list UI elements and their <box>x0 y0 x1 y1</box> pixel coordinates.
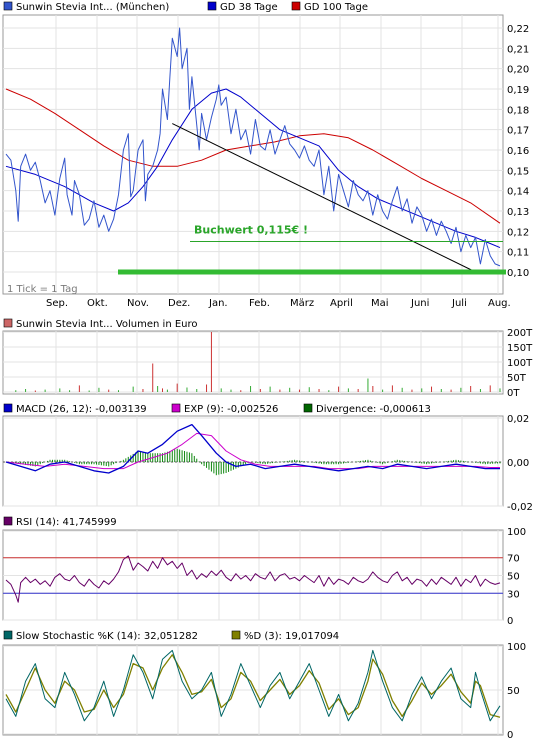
macd-y-tick-2: -0,02 <box>507 502 533 513</box>
price-x-tick-2: Nov. <box>127 298 149 309</box>
volume-y-tick-2: 100T <box>507 358 533 369</box>
legend-swatch-2 <box>303 403 313 413</box>
rsi-y-tick-4: 0 <box>507 616 513 627</box>
legend-swatch-2 <box>291 1 301 11</box>
price-line <box>5 27 501 267</box>
stoch-k-line <box>5 649 501 722</box>
legend-swatch-1 <box>207 1 217 11</box>
price-y-tick-2: 0,20 <box>507 65 529 76</box>
tick-footer: 1 Tick = 1 Tag <box>7 284 78 295</box>
stoch-y-tick-0: 100 <box>507 642 526 653</box>
price-y-tick-10: 0,12 <box>507 227 529 238</box>
price-y-tick-11: 0,11 <box>507 248 529 259</box>
legend-label-1: GD 38 Tage <box>220 2 278 13</box>
chart-labels: Sunwin Stevia Int... (München) GD 38 Tage… <box>3 1 533 741</box>
price-x-tick-4: Jan. <box>208 298 228 309</box>
price-y-tick-9: 0,13 <box>507 207 529 218</box>
gd100-line <box>5 88 501 224</box>
legend-label-0: Slow Stochastic %K (14): 32,051282 <box>16 631 198 642</box>
macd-y-tick-1: 0,00 <box>507 458 529 469</box>
macd-y-tick-0: 0,02 <box>507 414 529 425</box>
price-y-tick-8: 0,14 <box>507 187 529 198</box>
price-y-tick-3: 0,19 <box>507 85 529 96</box>
legend-label-0: Sunwin Stevia Int... Volumen in Euro <box>16 319 198 330</box>
legend-swatch-0 <box>3 403 13 413</box>
legend-label-2: GD 100 Tage <box>304 2 368 13</box>
price-x-tick-1: Okt. <box>87 298 108 309</box>
stoch-y-tick-1: 50 <box>507 686 520 697</box>
rsi-y-tick-3: 30 <box>507 589 520 600</box>
trend-line <box>172 123 476 273</box>
price-x-tick-7: April <box>330 298 353 309</box>
legend-label-1: %D (3): 19,017094 <box>244 631 339 642</box>
legend-label-0: MACD (26, 12): -0,003139 <box>16 404 147 415</box>
legend-label-0: Sunwin Stevia Int... (München) <box>16 2 169 13</box>
legend-swatch-0 <box>3 516 13 526</box>
rsi-y-tick-1: 70 <box>507 554 520 565</box>
legend-label-1: EXP (9): -0,002526 <box>184 404 278 415</box>
rsi-line <box>5 555 501 603</box>
price-x-tick-10: Juli <box>451 298 467 309</box>
price-y-tick-4: 0,18 <box>507 105 529 116</box>
legend-swatch-1 <box>171 403 181 413</box>
volume-y-tick-1: 150T <box>507 343 533 354</box>
legend-swatch-0 <box>3 318 13 328</box>
stoch-d-line <box>5 654 501 718</box>
price-y-tick-7: 0,15 <box>507 166 529 177</box>
legend-label-0: RSI (14): 41,745999 <box>16 517 117 528</box>
legend-label-2: Divergence: -0,000613 <box>316 404 431 415</box>
price-panel-frame <box>2 14 504 295</box>
price-y-tick-5: 0,17 <box>507 126 529 137</box>
macd-line <box>5 423 500 474</box>
legend-swatch-0 <box>3 1 13 11</box>
volume-y-tick-4: 0T <box>507 388 520 399</box>
macd-panel-frame <box>2 415 504 507</box>
price-y-tick-12: 0,10 <box>507 268 529 279</box>
volume-y-tick-3: 50T <box>507 373 527 384</box>
price-y-tick-6: 0,16 <box>507 146 529 157</box>
exp-line <box>5 432 500 470</box>
price-x-tick-8: Mai <box>371 298 389 309</box>
price-x-tick-3: Dez. <box>168 298 190 309</box>
buchwert-annotation: Buchwert 0,115€ ! <box>194 224 308 237</box>
grid-lines <box>3 15 503 735</box>
rsi-y-tick-2: 50 <box>507 572 520 583</box>
rsi-y-tick-0: 100 <box>507 527 526 538</box>
stoch-y-tick-2: 0 <box>507 730 513 741</box>
price-x-tick-9: Juni <box>410 298 429 309</box>
legend-swatch-0 <box>3 630 13 640</box>
gd38-line <box>5 88 501 249</box>
chart-marks <box>3 27 506 722</box>
price-x-tick-11: Aug. <box>488 298 511 309</box>
price-y-tick-0: 0,22 <box>507 24 529 35</box>
price-x-tick-5: Feb. <box>249 298 270 309</box>
volume-y-tick-0: 200T <box>507 328 533 339</box>
price-y-tick-1: 0,21 <box>507 44 529 55</box>
legend-swatch-1 <box>231 630 241 640</box>
price-x-tick-0: Sep. <box>46 298 68 309</box>
price-x-tick-6: März <box>290 298 314 309</box>
